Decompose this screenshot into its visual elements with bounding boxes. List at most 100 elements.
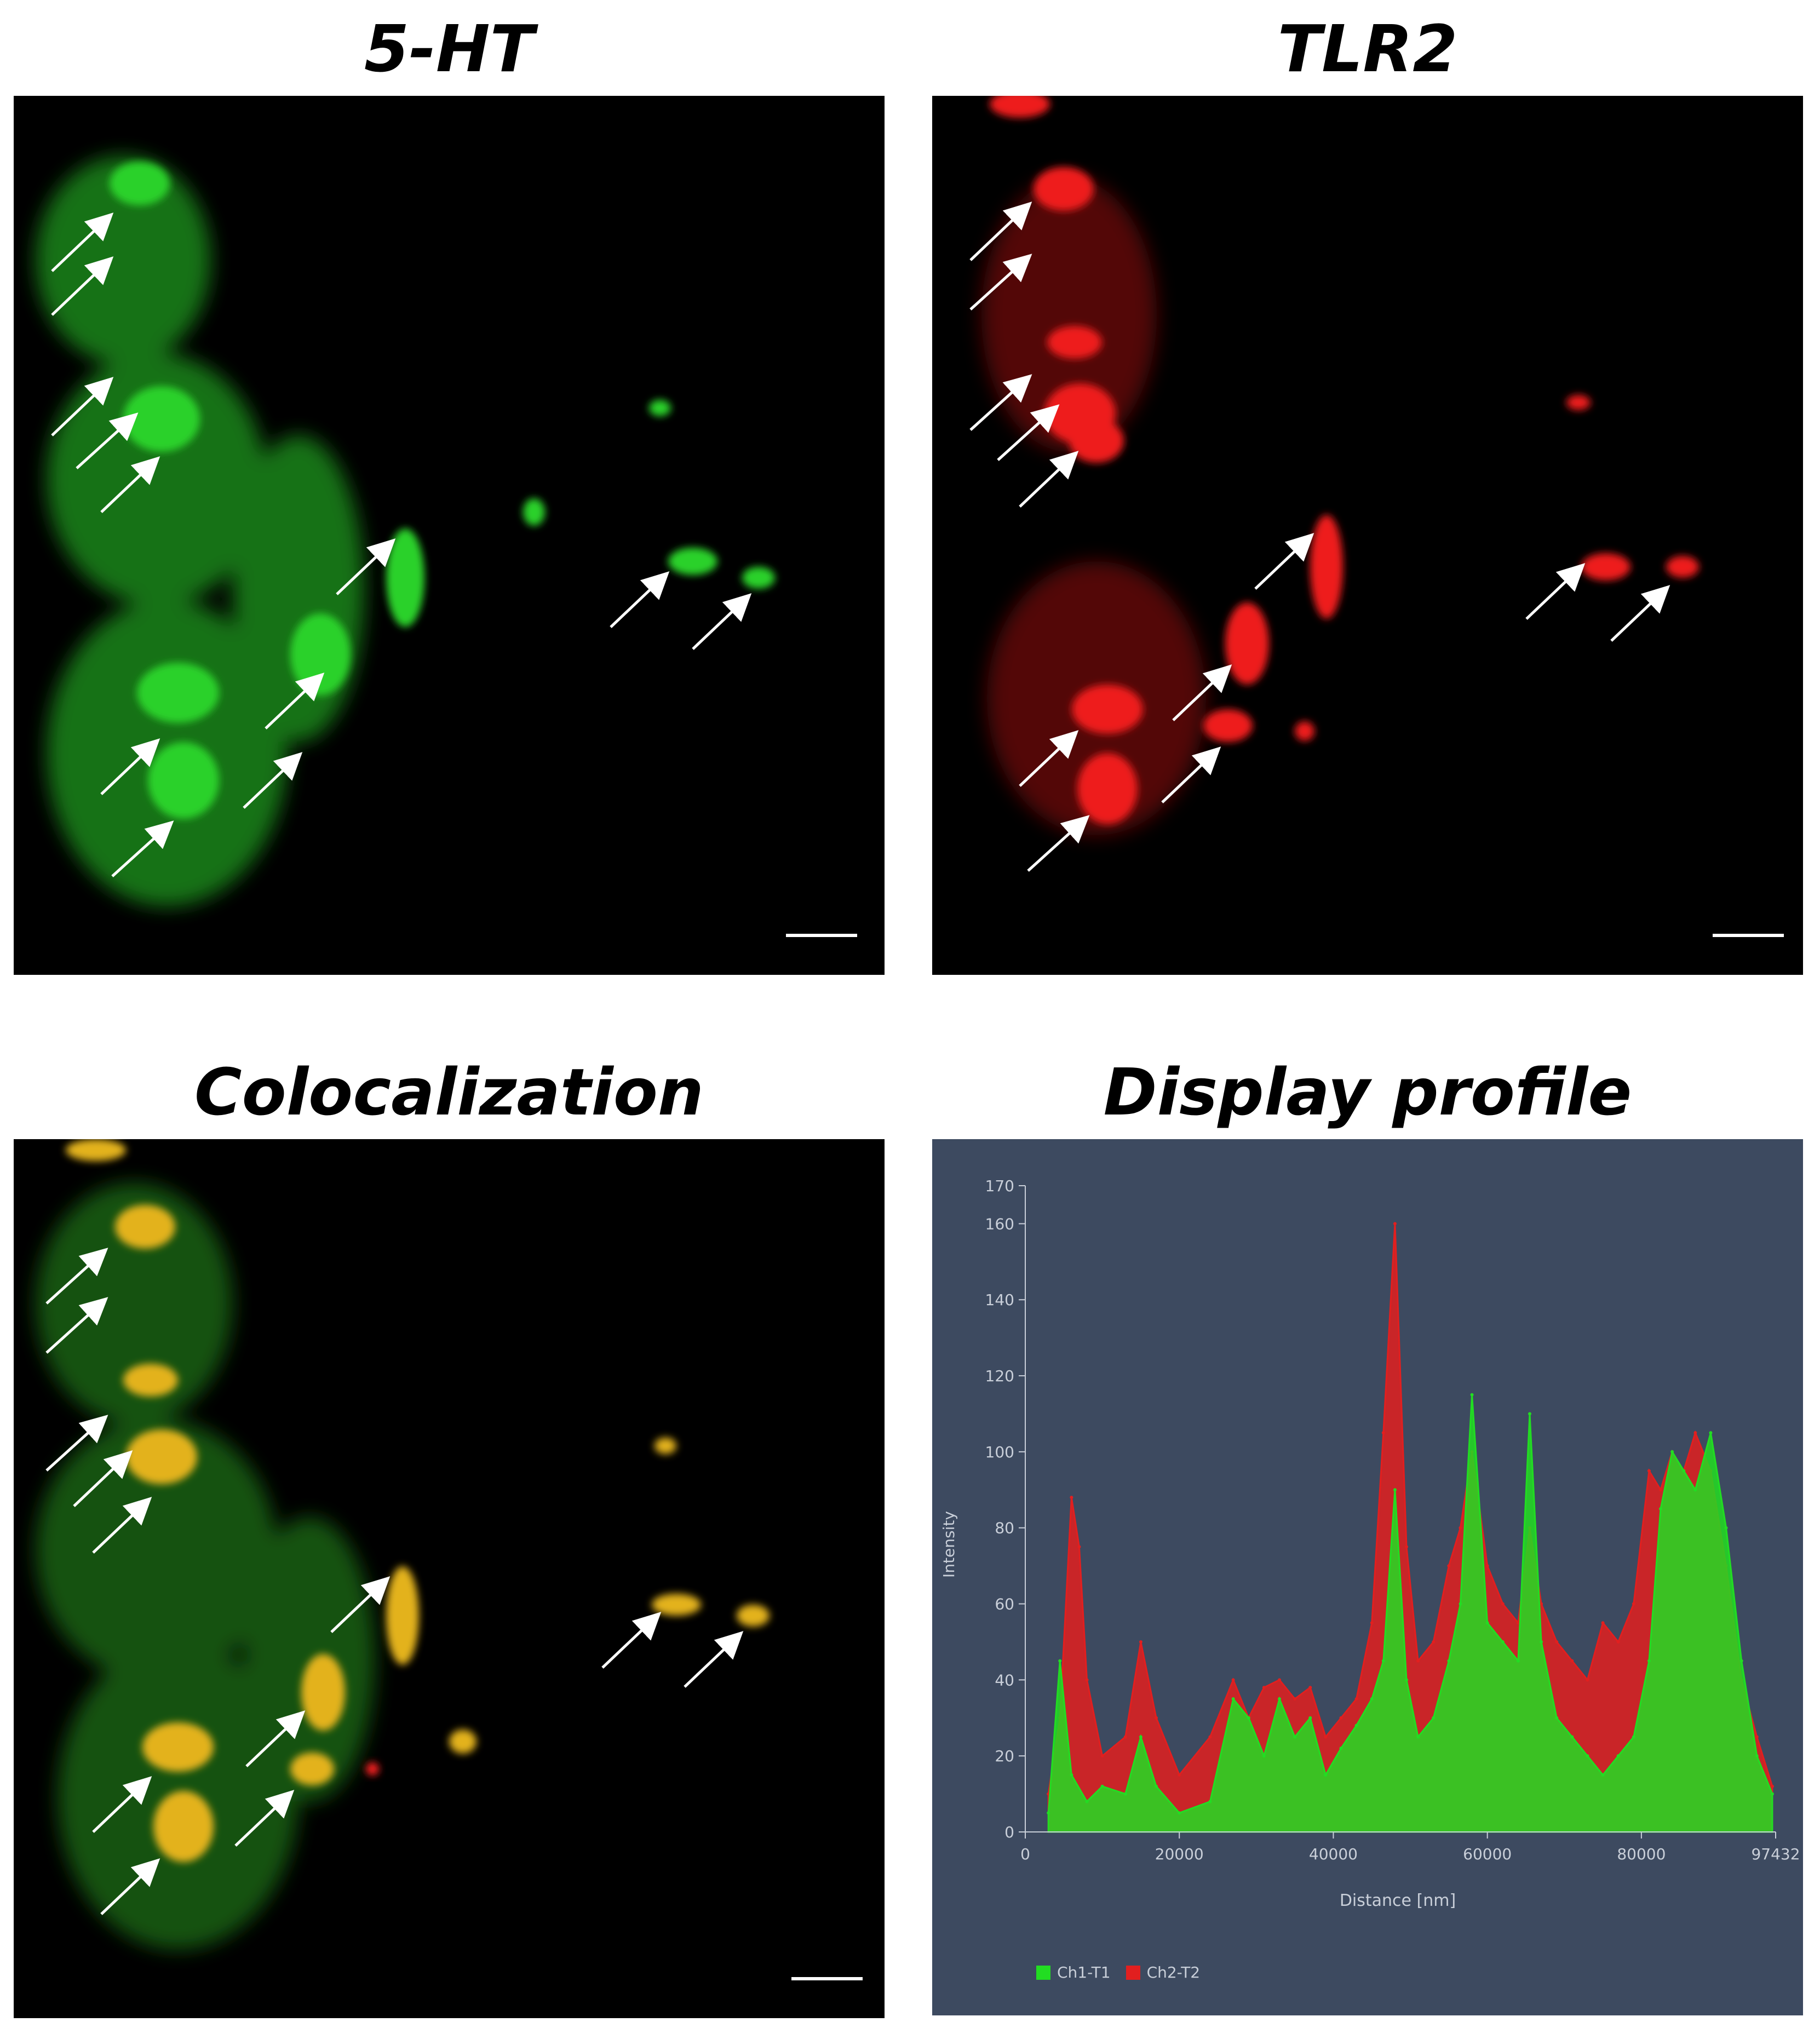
legend-swatch-ch1 [1036, 1965, 1050, 1980]
data-point-ch1 [1682, 1469, 1686, 1473]
data-point-ch1 [1601, 1773, 1605, 1777]
data-point-ch1 [1339, 1747, 1343, 1750]
data-point-ch1 [1670, 1450, 1674, 1454]
data-point-ch1 [1416, 1735, 1420, 1739]
y-axis-label: Intensity [940, 1511, 958, 1578]
data-point-ch1 [1540, 1640, 1543, 1644]
data-point-ch1 [1724, 1526, 1728, 1530]
data-point-ch1 [1516, 1659, 1520, 1663]
y-tick-label: 170 [985, 1177, 1014, 1195]
data-point-ch1 [1459, 1602, 1462, 1606]
legend-label-ch2: Ch2-T2 [1146, 1963, 1201, 1981]
y-tick-label: 0 [1004, 1823, 1014, 1841]
legend-label-ch1: Ch1-T1 [1057, 1963, 1111, 1981]
data-point-ch1 [1381, 1659, 1385, 1663]
y-tick-label: 160 [985, 1215, 1014, 1233]
legend-swatch-ch2 [1126, 1965, 1140, 1980]
data-point-ch1 [1324, 1773, 1328, 1777]
data-point-ch2 [1077, 1545, 1081, 1549]
data-point-ch2 [1381, 1431, 1385, 1435]
panel-title-display-profile: Display profile [1103, 1054, 1632, 1130]
data-point-ch2 [1416, 1659, 1420, 1663]
x-tick-label: 97432 [1751, 1845, 1800, 1863]
data-point-ch2 [1139, 1640, 1142, 1644]
y-tick-label: 60 [995, 1595, 1014, 1613]
data-point-ch1 [1047, 1811, 1050, 1815]
data-point-ch1 [1208, 1800, 1212, 1803]
data-point-ch2 [1501, 1602, 1505, 1606]
data-point-ch2 [1339, 1716, 1343, 1720]
data-point-ch2 [1354, 1697, 1358, 1701]
data-point-ch2 [1155, 1716, 1158, 1720]
micrograph-5ht [14, 96, 885, 975]
data-point-ch2 [1100, 1754, 1104, 1758]
data-point-ch1 [1123, 1792, 1127, 1796]
data-point-ch2 [1447, 1564, 1451, 1568]
data-point-ch1 [1278, 1697, 1282, 1701]
data-point-ch2 [1659, 1488, 1663, 1492]
data-point-ch2 [1324, 1735, 1328, 1739]
data-point-ch2 [1208, 1735, 1212, 1739]
data-point-ch2 [1393, 1222, 1397, 1226]
data-point-ch1 [1616, 1754, 1620, 1758]
data-point-ch2 [1085, 1678, 1089, 1682]
x-tick-label: 80000 [1617, 1845, 1666, 1863]
x-axis-label: Distance [nm] [1340, 1891, 1456, 1910]
micrograph-tlr2 [932, 96, 1803, 975]
panel-title-colocalization: Colocalization [194, 1054, 704, 1130]
data-point-ch1 [1586, 1754, 1589, 1758]
y-tick-label: 80 [995, 1519, 1014, 1537]
data-point-ch2 [1755, 1735, 1759, 1739]
data-point-ch2 [1432, 1640, 1436, 1644]
display-profile-chart: 0 20 40 60 80 100 120 140 160 170 0 20000 40000 60000… [932, 1139, 1803, 2015]
data-point-ch2 [1293, 1697, 1297, 1701]
micrograph-tlr2-image [969, 96, 1699, 872]
data-point-ch2 [1770, 1784, 1774, 1788]
data-point-ch2 [1516, 1621, 1520, 1625]
data-point-ch1 [1100, 1784, 1104, 1788]
data-point-ch2 [1586, 1678, 1589, 1682]
data-point-ch2 [1370, 1621, 1374, 1625]
panel-title-tlr2: TLR2 [1277, 11, 1458, 87]
data-point-ch2 [1601, 1621, 1605, 1625]
data-point-ch1 [1155, 1784, 1158, 1788]
data-point-ch2 [1178, 1773, 1181, 1777]
data-point-ch1 [1659, 1507, 1663, 1510]
data-point-ch1 [1770, 1792, 1774, 1796]
data-point-ch2 [1485, 1564, 1489, 1568]
data-point-ch2 [1632, 1602, 1635, 1606]
data-point-ch1 [1555, 1716, 1559, 1720]
data-point-ch1 [1693, 1488, 1697, 1492]
data-point-ch1 [1393, 1488, 1397, 1492]
data-point-ch1 [1308, 1716, 1312, 1720]
data-point-ch1 [1085, 1800, 1089, 1803]
data-point-ch1 [1739, 1659, 1743, 1663]
scale-bar [791, 1977, 863, 1980]
data-point-ch1 [1632, 1735, 1635, 1739]
scale-bar [786, 934, 857, 937]
data-point-ch1 [1247, 1716, 1250, 1720]
data-point-ch2 [1570, 1659, 1574, 1663]
y-tick-label: 140 [985, 1291, 1014, 1309]
data-point-ch1 [1070, 1773, 1073, 1777]
data-point-ch2 [1278, 1678, 1282, 1682]
data-point-ch1 [1139, 1735, 1142, 1739]
data-point-ch2 [1459, 1526, 1462, 1530]
data-point-ch2 [1070, 1496, 1073, 1500]
y-tick-label: 40 [995, 1671, 1014, 1689]
data-point-ch2 [1308, 1686, 1312, 1690]
data-point-ch1 [1058, 1659, 1062, 1663]
y-tick-label: 20 [995, 1747, 1014, 1765]
micrograph-5ht-image [36, 156, 775, 906]
data-point-ch2 [1262, 1686, 1266, 1690]
data-point-ch1 [1755, 1754, 1759, 1758]
y-tick-label: 100 [985, 1443, 1014, 1461]
data-point-ch2 [1647, 1469, 1651, 1473]
data-point-ch1 [1447, 1659, 1451, 1663]
micrograph-colocalization [14, 1139, 885, 2018]
x-tick-label: 20000 [1155, 1845, 1204, 1863]
data-point-ch1 [1709, 1431, 1713, 1435]
data-point-ch2 [1616, 1640, 1620, 1644]
legend-item-ch1: Ch1-T1 [1036, 1963, 1111, 1981]
series-area-ch1 [1047, 1394, 1773, 1833]
